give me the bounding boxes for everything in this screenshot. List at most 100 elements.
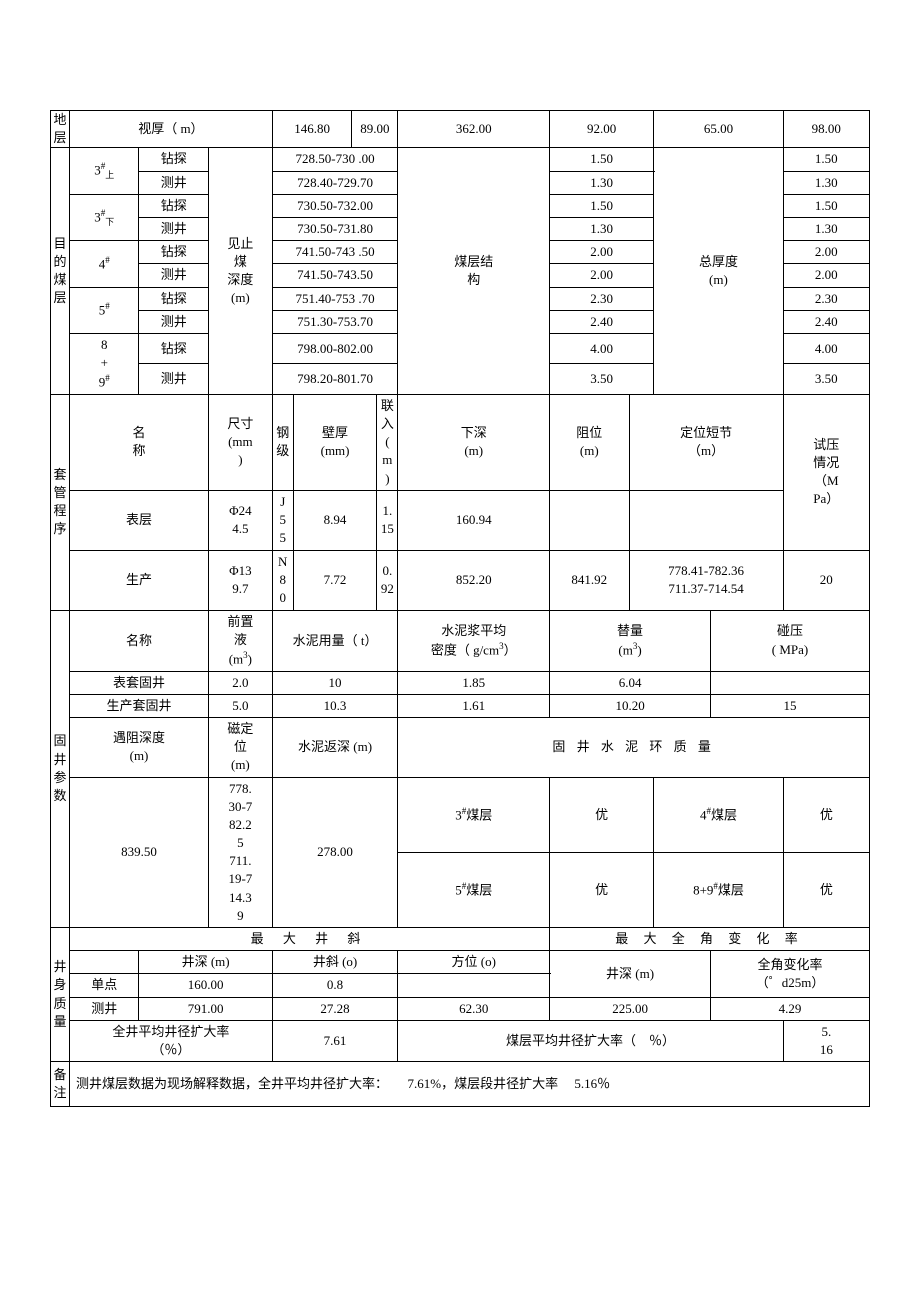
hdr-cement: 水泥用量（ t） xyxy=(272,610,398,671)
cmt-pressure xyxy=(711,671,870,694)
rowlbl: 测井 xyxy=(70,997,139,1020)
struct-header: 煤层结构 xyxy=(398,148,550,394)
hdr-name: 名称 xyxy=(70,610,209,671)
casing-size: Φ244.5 xyxy=(209,490,273,550)
cmt-pressure: 15 xyxy=(711,694,870,717)
hdr-wall: 壁厚(mm) xyxy=(293,394,377,490)
q-grade: 优 xyxy=(550,852,654,927)
casing-xiashen: 852.20 xyxy=(398,550,550,610)
hdr-zuwei: 阻位(m) xyxy=(550,394,630,490)
section-casing-label: 套管程序 xyxy=(51,394,70,610)
hdr-incl: 井斜 (o) xyxy=(272,951,398,974)
thk-val: 89.00 xyxy=(352,111,398,148)
hdr-grade: 钢级 xyxy=(272,394,293,490)
hdr-azi: 方位 (o) xyxy=(398,951,550,974)
hdr-quality: 固 井 水 泥 环 质 量 xyxy=(398,717,870,777)
hdr-d2: 井深 (m) xyxy=(550,951,711,997)
casing-dingwei xyxy=(629,490,783,550)
cmt-preflush: 2.0 xyxy=(209,671,273,694)
section-stratum-label: 地层 xyxy=(51,111,70,148)
casing-name: 表层 xyxy=(70,490,209,550)
seam-name: 8+9# xyxy=(70,333,139,394)
seam-name: 4# xyxy=(70,241,139,287)
cmt-replace: 6.04 xyxy=(550,671,711,694)
cmt-name: 表套固井 xyxy=(70,671,209,694)
blank xyxy=(70,951,139,974)
hdr-seam-enlarge: 煤层平均井径扩大率（ ％） xyxy=(398,1020,783,1061)
hdr-maxdog: 最 大 全 角 变 化 率 xyxy=(550,928,870,951)
method: 钻探 xyxy=(139,148,209,171)
q-seam: 3#煤层 xyxy=(398,777,550,852)
seam-name: 3#上 xyxy=(70,148,139,194)
thk-val: 65.00 xyxy=(654,111,783,148)
thick-val: 1.50 xyxy=(783,148,869,171)
method: 钻探 xyxy=(139,333,209,363)
hdr-yusu: 遇阻深度(m) xyxy=(70,717,209,777)
seam-name: 3#下 xyxy=(70,194,139,240)
thk-val: 146.80 xyxy=(272,111,352,148)
thick-val: 1.30 xyxy=(783,217,869,240)
q-grade: 优 xyxy=(550,777,654,852)
method: 钻探 xyxy=(139,194,209,217)
d2-val: 225.00 xyxy=(550,997,711,1020)
cmt-density: 1.85 xyxy=(398,671,550,694)
thk-val: 362.00 xyxy=(398,111,550,148)
yusu-val: 839.50 xyxy=(70,777,209,928)
struct-val: 3.50 xyxy=(550,364,654,394)
rate-val: 4.29 xyxy=(711,997,870,1020)
hdr-maxincl: 最 大 井 斜 xyxy=(70,928,550,951)
struct-val: 1.30 xyxy=(550,171,654,194)
casing-zuwei xyxy=(550,490,630,550)
depth: 730.50-732.00 xyxy=(272,194,398,217)
thick-val: 2.40 xyxy=(783,310,869,333)
method: 测井 xyxy=(139,264,209,287)
method: 测井 xyxy=(139,171,209,194)
depth-header: 见止煤深度(m) xyxy=(209,148,273,394)
struct-val: 4.00 xyxy=(550,333,654,363)
hdr-lianru: 联入(m) xyxy=(377,394,398,490)
method: 钻探 xyxy=(139,241,209,264)
rowlbl: 单点 xyxy=(70,974,139,997)
d-val: 791.00 xyxy=(139,997,272,1020)
d-val: 160.00 xyxy=(139,974,272,997)
thk-val: 92.00 xyxy=(550,111,654,148)
casing-grade: J55 xyxy=(272,490,293,550)
casing-name: 生产 xyxy=(70,550,209,610)
casing-xiashen: 160.94 xyxy=(398,490,550,550)
hdr-replace: 替量(m3) xyxy=(550,610,711,671)
casing-shi: 20 xyxy=(783,550,869,610)
depth: 728.40-729.70 xyxy=(272,171,398,194)
q-seam: 4#煤层 xyxy=(654,777,783,852)
whole-enlarge-val: 7.61 xyxy=(272,1020,398,1061)
hdr-xiashen: 下深(m) xyxy=(398,394,550,490)
hdr-shi: 试压情况（MPa） xyxy=(783,394,869,550)
casing-size: Φ139.7 xyxy=(209,550,273,610)
casing-wall: 8.94 xyxy=(293,490,377,550)
struct-val: 2.00 xyxy=(550,241,654,264)
depth: 728.50-730 .00 xyxy=(272,148,398,171)
q-grade: 优 xyxy=(783,777,869,852)
hdr-pressure: 碰压( MPa) xyxy=(711,610,870,671)
thick-val: 1.30 xyxy=(783,171,869,194)
hdr-density: 水泥浆平均密度（ g/cm3） xyxy=(398,610,550,671)
struct-val: 1.50 xyxy=(550,148,654,171)
hdr-size: 尺寸(mm) xyxy=(209,394,273,490)
struct-val: 2.00 xyxy=(550,264,654,287)
casing-dingwei: 778.41-782.36711.37-714.54 xyxy=(629,550,783,610)
fanshen-val: 278.00 xyxy=(272,777,398,928)
thick-val: 4.00 xyxy=(783,333,869,363)
struct-val: 2.30 xyxy=(550,287,654,310)
q-grade: 优 xyxy=(783,852,869,927)
hdr-name: 名称 xyxy=(70,394,209,490)
casing-zuwei: 841.92 xyxy=(550,550,630,610)
thick-val: 3.50 xyxy=(783,364,869,394)
hdr-d: 井深 (m) xyxy=(139,951,272,974)
casing-lianru: 0.92 xyxy=(377,550,398,610)
struct-val: 2.40 xyxy=(550,310,654,333)
depth: 741.50-743 .50 xyxy=(272,241,398,264)
seam-enlarge-val: 5.16 xyxy=(783,1020,869,1061)
section-borehole-label: 井身质量 xyxy=(51,928,70,1062)
casing-wall: 7.72 xyxy=(293,550,377,610)
hdr-fanshen: 水泥返深 (m) xyxy=(272,717,398,777)
hdr-rate: 全角变化率（゜d25m） xyxy=(711,951,870,997)
